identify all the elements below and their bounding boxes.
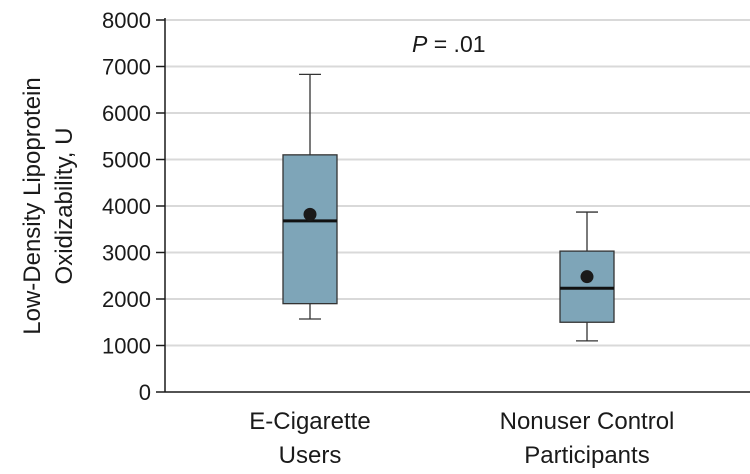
y-tick-label: 6000 — [102, 101, 151, 126]
y-tick-label: 7000 — [102, 55, 151, 80]
gridlines — [165, 19, 750, 347]
y-tick-label: 5000 — [102, 148, 151, 173]
p-value-symbol: P — [412, 31, 428, 57]
mean-marker — [580, 270, 594, 284]
box-group-2 — [559, 211, 615, 342]
y-axis-title-line1: Low-Density Lipoprotein — [19, 77, 46, 334]
x-category-label: E-Cigarette — [249, 408, 370, 435]
y-tick-label: 2000 — [102, 287, 151, 312]
iqr-box — [559, 250, 615, 323]
boxes — [282, 73, 615, 342]
box-group-1 — [282, 73, 338, 320]
y-tick-label: 4000 — [102, 194, 151, 219]
x-category-label: Nonuser Control — [500, 408, 675, 435]
mean-marker — [303, 207, 317, 221]
p-value-annotation: P = .01 — [412, 31, 486, 57]
x-category-label: Users — [279, 442, 342, 469]
y-tick-label: 8000 — [102, 8, 151, 33]
y-tick-label: 1000 — [102, 334, 151, 359]
iqr-box — [282, 154, 338, 305]
y-tick-label: 0 — [139, 380, 151, 405]
axes: 0 1000 2000 3000 4000 5000 6000 7000 8000 — [102, 8, 750, 405]
p-value-text: = .01 — [427, 31, 485, 57]
x-category-label: Participants — [524, 442, 649, 469]
y-tick-label: 3000 — [102, 241, 151, 266]
y-axis-title-line2: Oxidizability, U — [51, 128, 78, 285]
labels: Low-Density Lipoprotein Oxidizability, U P… — [19, 31, 674, 469]
